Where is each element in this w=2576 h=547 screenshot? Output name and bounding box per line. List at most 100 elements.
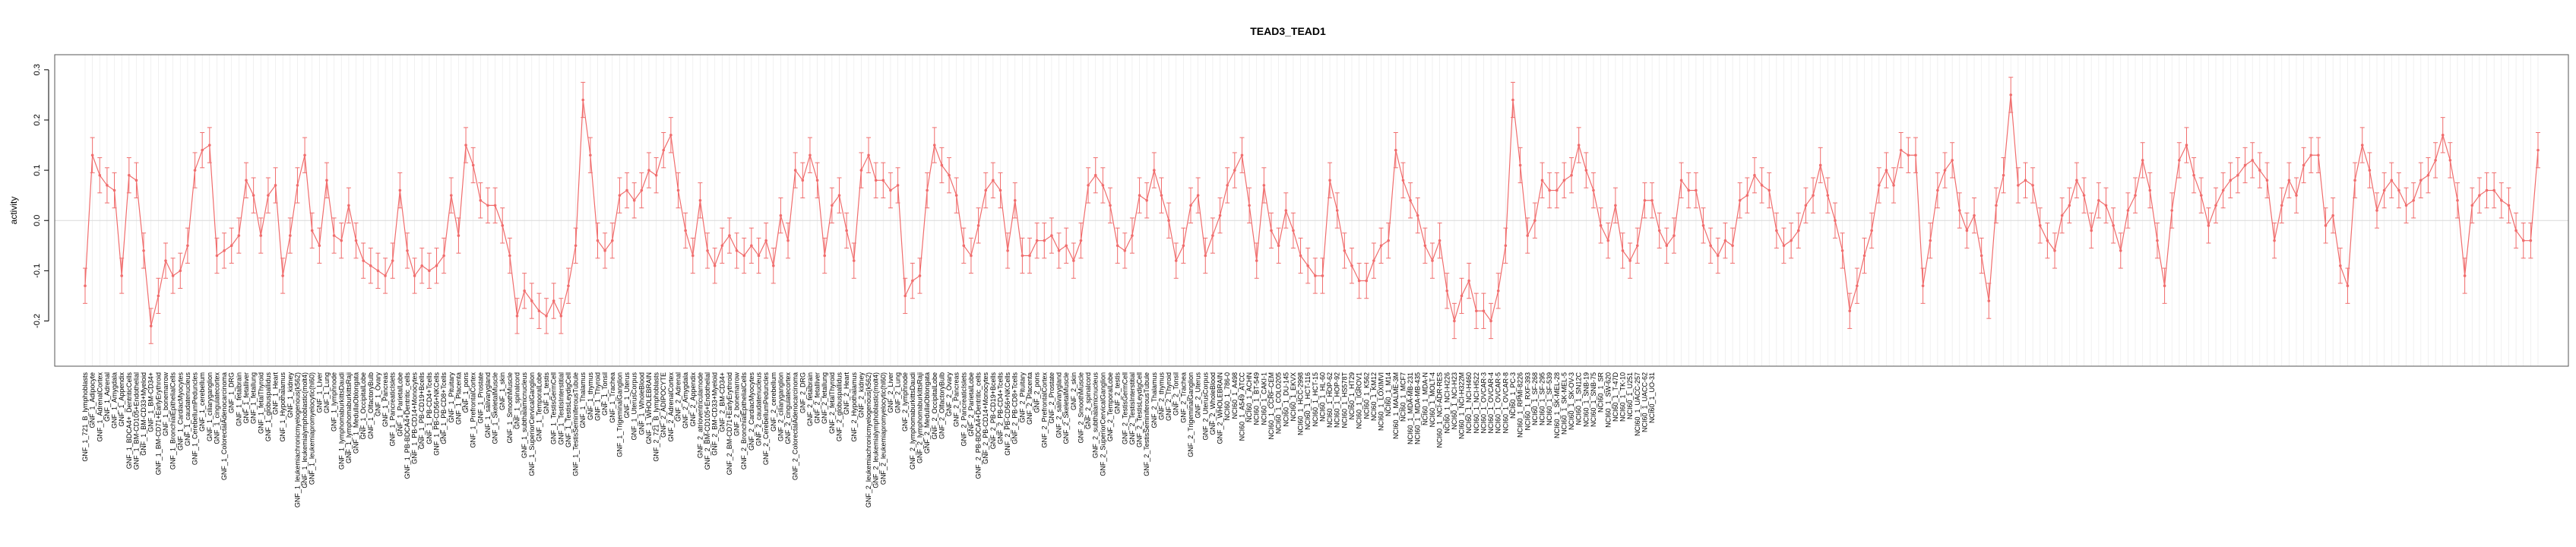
x-tick-label: GNF_2_PB-CD14+Monocytes <box>982 372 989 464</box>
x-tick-label: NCI60_1_COLO205 <box>1275 372 1283 434</box>
x-tick-label: GNF_2_Prostate <box>1048 372 1055 424</box>
data-point <box>1394 148 1397 152</box>
data-point <box>201 148 204 152</box>
x-tick-label: GNF_1_BDCA4+_DentriticCells <box>125 372 133 470</box>
data-point <box>398 188 402 192</box>
data-point <box>1314 274 1317 277</box>
data-point <box>589 153 592 157</box>
data-point <box>1343 249 1347 252</box>
x-tick-label: GNF_1_pons <box>462 372 470 413</box>
data-point <box>1087 184 1090 187</box>
data-point <box>1760 184 1764 187</box>
data-point <box>1790 239 1793 242</box>
data-point <box>2404 204 2408 207</box>
data-point <box>1511 98 1514 102</box>
x-tick-label: GNF_1_spinalcord <box>514 372 521 429</box>
y-tick-label: -0.2 <box>33 314 42 328</box>
data-point <box>779 213 783 217</box>
data-point <box>2536 148 2540 152</box>
data-point <box>962 244 966 248</box>
x-tick-label: NCI60_1_SF-539 <box>1546 372 1553 425</box>
x-tick-label: NCI60_1_HCC-2998 <box>1297 372 1305 435</box>
x-tick-label: NCI60_1_CCRF-CEM <box>1267 372 1275 440</box>
data-point <box>2258 169 2261 172</box>
x-tick-label: GNF_2_SkeletalMuscle <box>1062 372 1070 444</box>
data-point <box>2185 144 2188 147</box>
data-point <box>728 234 731 237</box>
x-tick-label: GNF_1_OccipitalLobe <box>359 372 367 440</box>
data-point <box>2295 194 2298 197</box>
data-point <box>2514 229 2517 232</box>
x-tick-label: NCI60_1_SNB-19 <box>1582 372 1590 427</box>
data-point <box>1885 169 1888 172</box>
x-tick-label: GNF_1_thymus <box>587 372 594 421</box>
x-tick-label: GNF_2_spinalcord <box>1084 372 1092 429</box>
x-tick-label: NCI60_1_SK-OV-3 <box>1568 372 1575 430</box>
data-point <box>281 274 284 277</box>
data-point <box>523 289 526 292</box>
data-point <box>2053 249 2056 252</box>
x-tick-label: NCI60_1_NCI-ADR-RES <box>1436 372 1444 448</box>
data-point <box>2236 173 2239 177</box>
data-point <box>2031 184 2034 187</box>
x-tick-label: GNF_1_PancreaticIslets <box>389 372 397 447</box>
data-point <box>918 274 922 277</box>
x-tick-label: NCI60_1_ACHN <box>1245 372 1253 422</box>
data-point <box>1460 294 1464 298</box>
data-point <box>2441 134 2445 137</box>
data-point <box>267 194 270 197</box>
x-tick-label: GNF_2_testis <box>1114 372 1122 415</box>
data-point <box>2463 274 2467 277</box>
x-tick-label: GNF_1_leukemiachronicmyelogenous(k562) <box>293 372 301 507</box>
x-tick-label: GNF_1_Heart <box>272 372 280 416</box>
x-tick-label: GNF_2_AdrenalCortex <box>667 372 675 442</box>
data-point <box>362 259 365 262</box>
data-point <box>515 315 519 318</box>
data-point <box>932 144 936 147</box>
x-tick-label: NCI60_1_SK-MEL-28 <box>1553 372 1561 438</box>
x-tick-label: GNF_1_OlfactoryBulb <box>367 372 375 439</box>
x-tick-label: NCI60_1_UO-31 <box>1648 372 1656 423</box>
x-tick-label: GNF_2_SuperiorCervicalGanglion <box>1099 372 1106 476</box>
x-tick-label: GNF_1_TemporalLobe <box>535 372 543 441</box>
data-point <box>1365 279 1369 283</box>
x-tick-label: GNF_1_CardiacMyocytes <box>176 372 184 451</box>
x-tick-label: GNF_2_Pituitary <box>1018 372 1026 423</box>
data-point <box>2339 264 2342 267</box>
x-tick-label: NCI60_1_HCT-15 <box>1312 372 1319 427</box>
x-tick-label: GNF_1_Placenta <box>454 372 462 425</box>
y-tick-label: 0.1 <box>33 164 42 175</box>
data-point <box>1504 244 1508 248</box>
data-point <box>84 284 87 287</box>
x-tick-label: GNF_2_Amygdala <box>682 372 689 428</box>
data-point <box>1116 244 1119 248</box>
data-point <box>1211 234 1214 237</box>
data-point <box>310 229 314 232</box>
x-tick-label: NCI60_1_CAKI-1 <box>1260 372 1267 425</box>
data-point <box>2038 224 2042 227</box>
data-point <box>2302 163 2305 167</box>
x-tick-label: GNF_2_salivarygland <box>1055 372 1063 438</box>
x-tick-label: GNF_1_CerebellumPeduncles <box>191 372 199 466</box>
x-tick-label: GNF_1_ciliaryganglion <box>206 372 214 441</box>
x-tick-label: GNF_2_ciliaryganglion <box>777 372 784 441</box>
x-tick-label: GNF_1_lymphnode <box>331 372 338 432</box>
data-point <box>1775 229 1778 232</box>
data-point <box>1145 198 1148 202</box>
data-point <box>2368 169 2372 172</box>
x-tick-label: NCI60_1_NCI-H322M <box>1458 372 1466 439</box>
x-tick-label: GNF_1_BM-CD105+Endothelial <box>132 372 140 470</box>
data-point <box>1277 244 1280 248</box>
data-point <box>1416 213 1419 217</box>
x-tick-label: GNF_2_kidney <box>857 372 865 419</box>
data-point <box>2280 204 2283 207</box>
data-point <box>1518 163 1522 167</box>
x-tick-label: GNF_1_salivarygland <box>484 372 492 438</box>
x-tick-label: NCI60_1_A498 <box>1231 372 1239 419</box>
data-point <box>1650 198 1654 202</box>
x-tick-label: GNF_2_BM-CD33+Myeloid <box>711 372 719 456</box>
data-point <box>1723 239 1727 242</box>
x-tick-label: GNF_1_UterusCorpus <box>631 372 638 441</box>
x-tick-label: NCI60_1_MDA-MB-231 <box>1407 372 1414 444</box>
